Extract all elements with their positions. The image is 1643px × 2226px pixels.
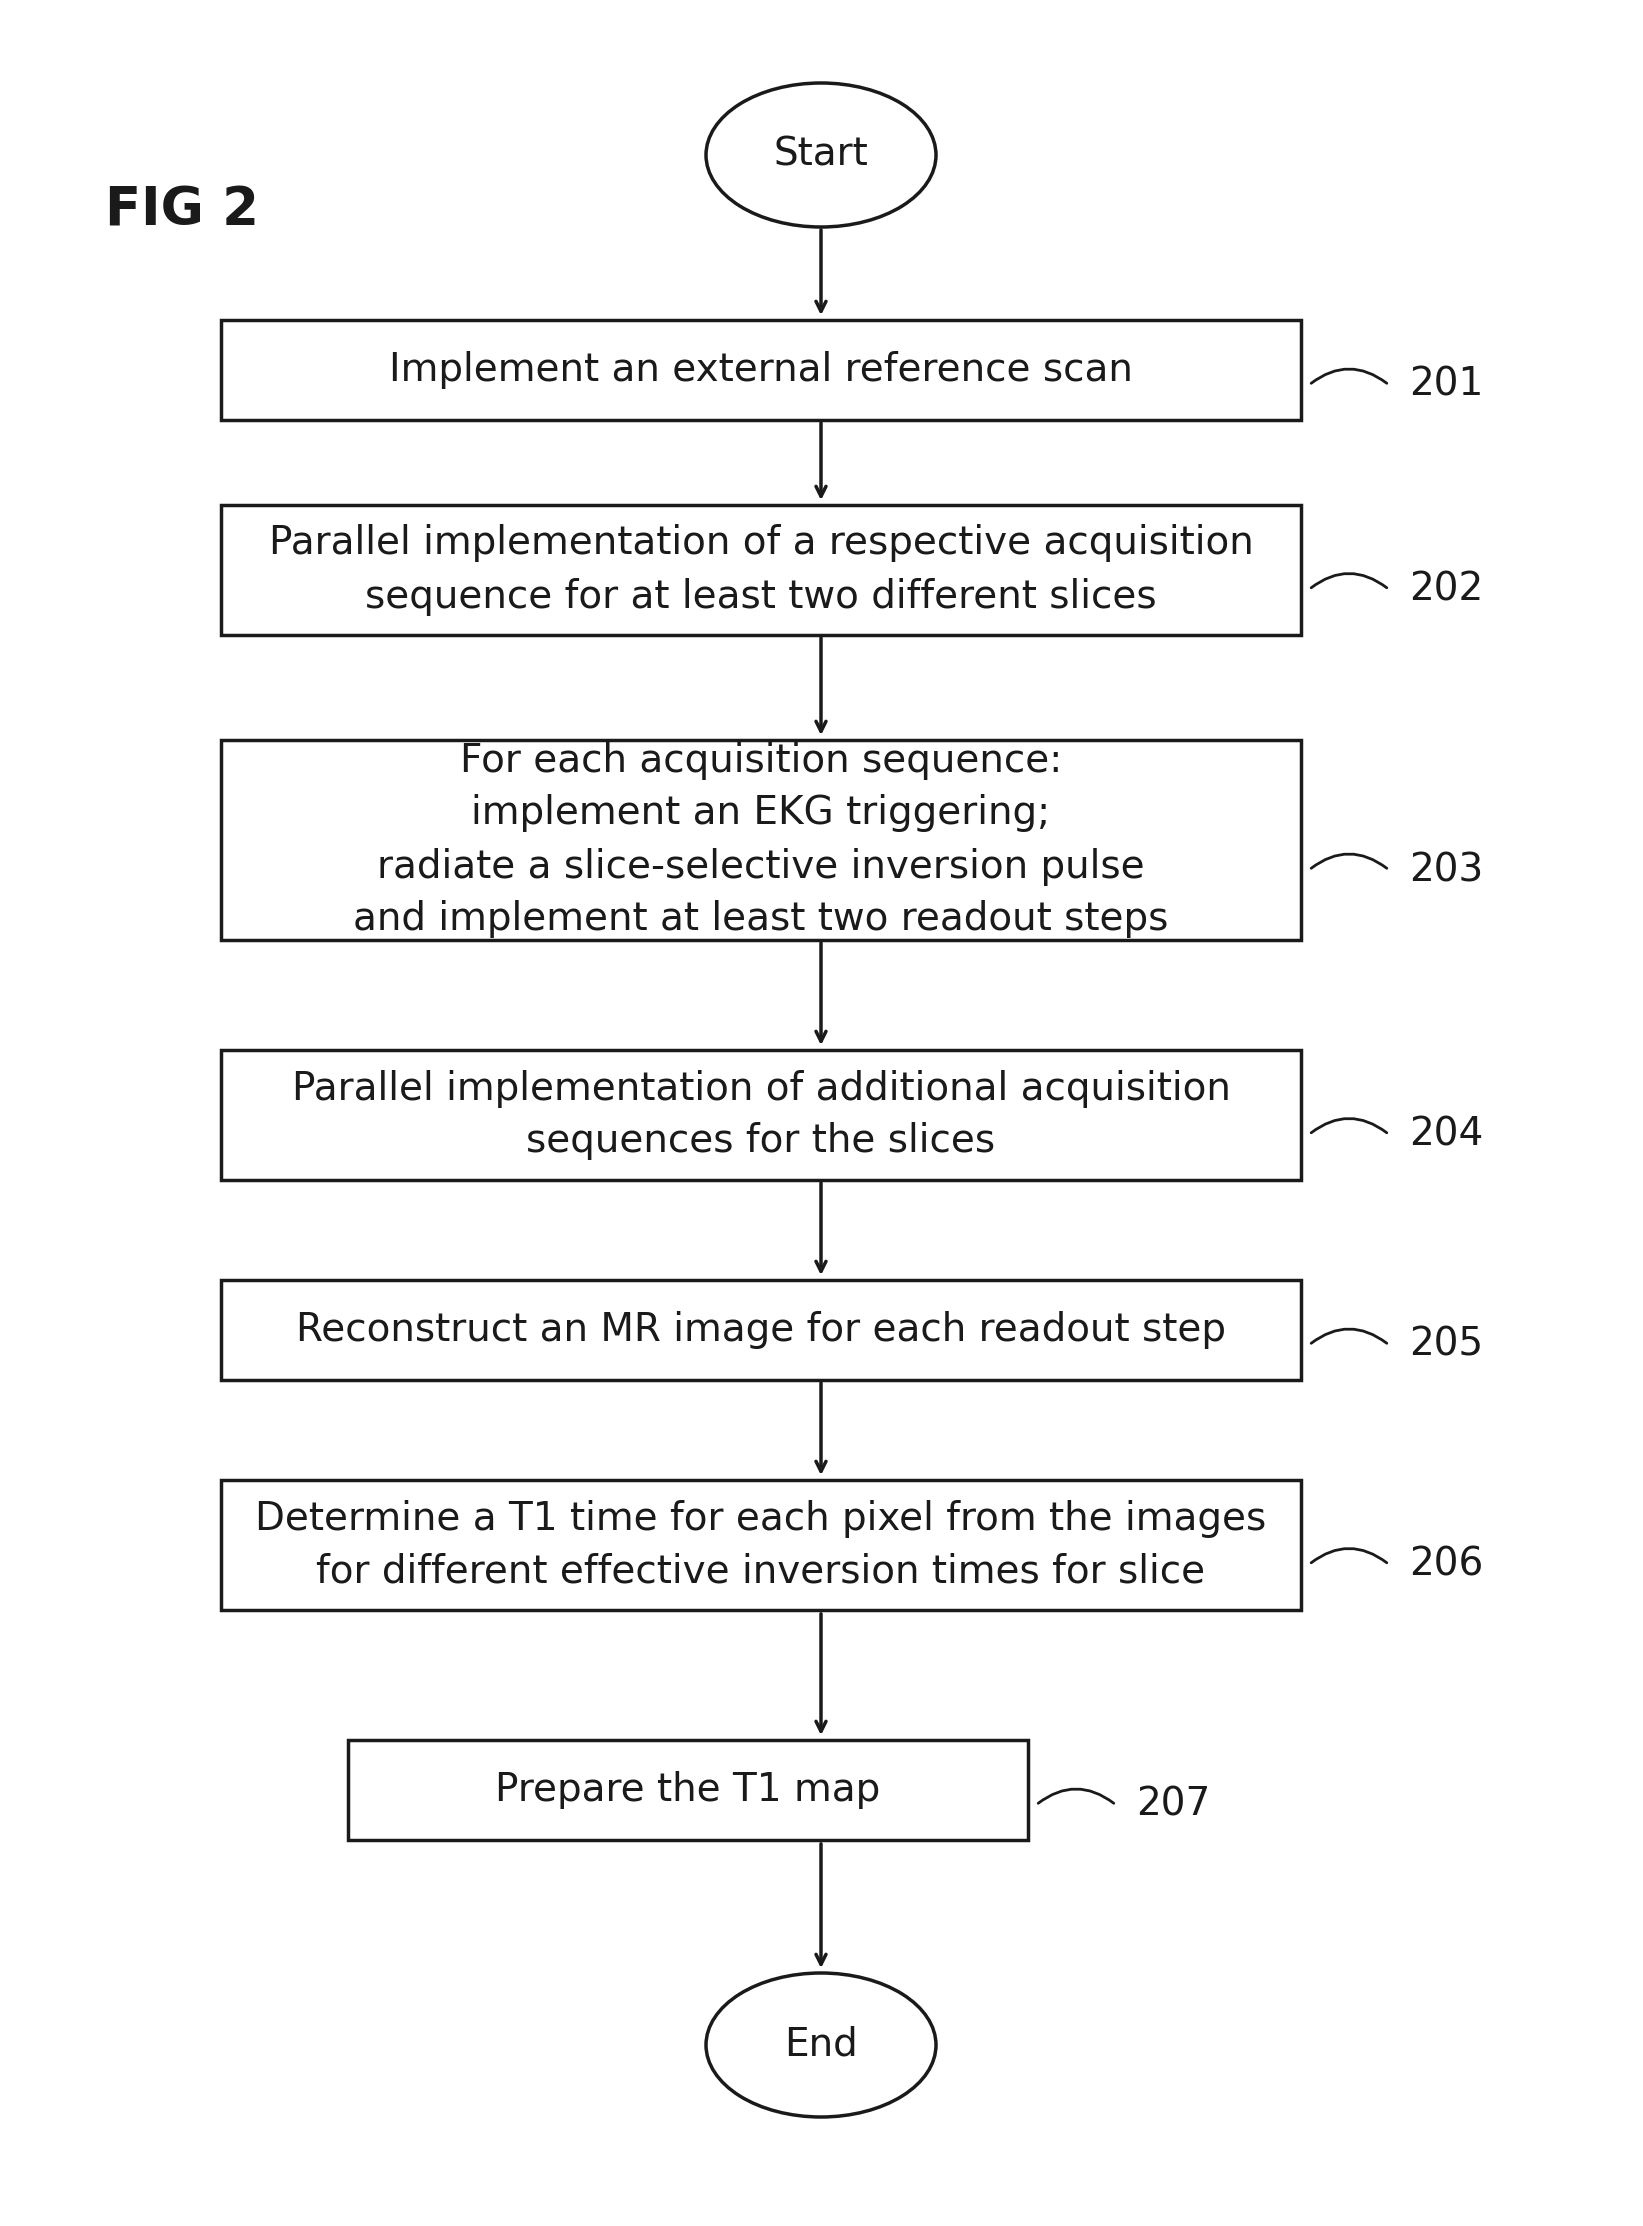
Text: 203: 203	[1410, 850, 1484, 888]
FancyBboxPatch shape	[222, 321, 1301, 421]
Text: 204: 204	[1410, 1115, 1484, 1153]
Text: For each acquisition sequence:
implement an EKG triggering;
radiate a slice-sele: For each acquisition sequence: implement…	[353, 741, 1168, 939]
Text: 205: 205	[1410, 1327, 1484, 1365]
Text: Prepare the T1 map: Prepare the T1 map	[496, 1772, 881, 1810]
Text: End: End	[784, 2026, 858, 2064]
Text: 206: 206	[1410, 1545, 1484, 1583]
Ellipse shape	[706, 82, 937, 227]
FancyBboxPatch shape	[222, 1051, 1301, 1180]
Text: Implement an external reference scan: Implement an external reference scan	[389, 352, 1134, 390]
Text: Parallel implementation of a respective acquisition
sequence for at least two di: Parallel implementation of a respective …	[268, 525, 1254, 617]
Text: Start: Start	[774, 136, 869, 174]
Text: Parallel implementation of additional acquisition
sequences for the slices: Parallel implementation of additional ac…	[291, 1068, 1231, 1160]
FancyBboxPatch shape	[222, 1480, 1301, 1609]
Text: 207: 207	[1135, 1785, 1211, 1823]
FancyBboxPatch shape	[348, 1741, 1029, 1841]
FancyBboxPatch shape	[222, 1280, 1301, 1380]
FancyBboxPatch shape	[222, 505, 1301, 634]
Text: 201: 201	[1410, 365, 1484, 403]
Text: Determine a T1 time for each pixel from the images
for different effective inver: Determine a T1 time for each pixel from …	[255, 1500, 1267, 1592]
Text: FIG 2: FIG 2	[105, 185, 260, 236]
Text: 202: 202	[1410, 570, 1484, 608]
Text: Reconstruct an MR image for each readout step: Reconstruct an MR image for each readout…	[296, 1311, 1226, 1349]
FancyBboxPatch shape	[222, 739, 1301, 939]
Ellipse shape	[706, 1972, 937, 2117]
